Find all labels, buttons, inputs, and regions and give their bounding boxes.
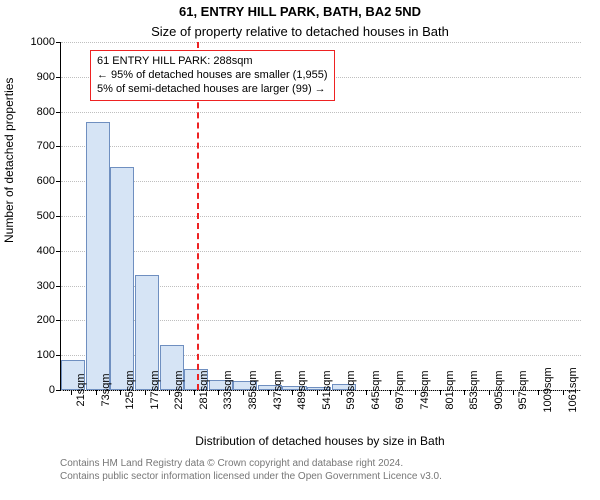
- histogram-bar: [110, 167, 134, 390]
- footer-line: Contains HM Land Registry data © Crown c…: [60, 458, 580, 471]
- x-tick-label: 177sqm: [145, 370, 161, 409]
- x-tick-label: 1009sqm: [538, 367, 554, 412]
- x-tick-label: 333sqm: [218, 370, 234, 409]
- y-tick-label: 100: [37, 349, 61, 361]
- y-tick-label: 1000: [31, 36, 61, 48]
- gridline-h: [61, 112, 581, 113]
- x-tick-label: 437sqm: [268, 370, 284, 409]
- footer-line: Contains public sector information licen…: [60, 471, 580, 484]
- chart-title-main: 61, ENTRY HILL PARK, BATH, BA2 5ND: [0, 4, 600, 19]
- histogram-bar: [86, 122, 110, 390]
- x-axis-label: Distribution of detached houses by size …: [60, 434, 580, 448]
- gridline-h: [61, 216, 581, 217]
- gridline-h: [61, 181, 581, 182]
- y-tick-label: 0: [49, 384, 61, 396]
- x-tick-label: 957sqm: [513, 370, 529, 409]
- x-tick-label: 1061sqm: [563, 367, 579, 412]
- y-tick-label: 800: [37, 106, 61, 118]
- annotation-line: ← 95% of detached houses are smaller (1,…: [97, 69, 328, 83]
- x-tick-label: 21sqm: [71, 373, 87, 406]
- x-tick-label: 281sqm: [194, 370, 210, 409]
- x-tick-label: 593sqm: [341, 370, 357, 409]
- y-tick-label: 200: [37, 314, 61, 326]
- annotation-line: 5% of semi-detached houses are larger (9…: [97, 83, 328, 97]
- annotation-box: 61 ENTRY HILL PARK: 288sqm← 95% of detac…: [90, 50, 335, 101]
- x-tick-label: 489sqm: [292, 370, 308, 409]
- y-tick-label: 700: [37, 140, 61, 152]
- gridline-h: [61, 251, 581, 252]
- y-tick-label: 300: [37, 280, 61, 292]
- attribution-footer: Contains HM Land Registry data © Crown c…: [60, 458, 580, 483]
- x-tick-label: 385sqm: [243, 370, 259, 409]
- x-tick-label: 541sqm: [317, 370, 333, 409]
- gridline-h: [61, 146, 581, 147]
- y-axis-label: Number of detached properties: [2, 78, 16, 243]
- annotation-line: 61 ENTRY HILL PARK: 288sqm: [97, 55, 328, 69]
- x-tick-label: 749sqm: [415, 370, 431, 409]
- x-tick-label: 905sqm: [489, 370, 505, 409]
- x-tick-label: 73sqm: [96, 373, 112, 406]
- x-tick-label: 125sqm: [120, 370, 136, 409]
- x-tick-label: 229sqm: [169, 370, 185, 409]
- x-tick-label: 645sqm: [366, 370, 382, 409]
- gridline-h: [61, 42, 581, 43]
- y-tick-label: 600: [37, 175, 61, 187]
- chart-title-sub: Size of property relative to detached ho…: [0, 24, 600, 39]
- y-tick-label: 400: [37, 245, 61, 257]
- y-tick-label: 500: [37, 210, 61, 222]
- x-tick-label: 853sqm: [464, 370, 480, 409]
- x-tick-label: 697sqm: [390, 370, 406, 409]
- y-tick-label: 900: [37, 71, 61, 83]
- chart-container: 61, ENTRY HILL PARK, BATH, BA2 5ND Size …: [0, 0, 600, 500]
- x-tick-label: 801sqm: [440, 370, 456, 409]
